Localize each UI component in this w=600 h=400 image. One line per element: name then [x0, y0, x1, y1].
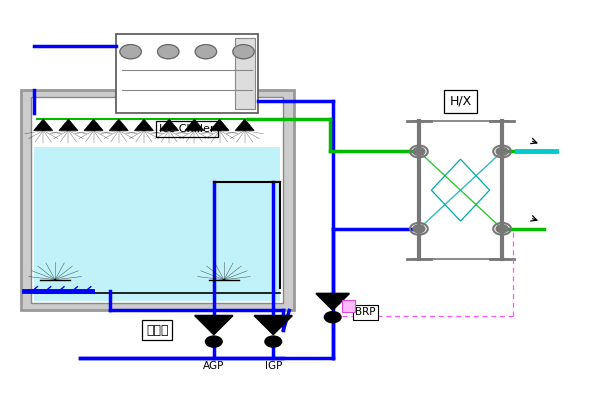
- Circle shape: [158, 44, 179, 59]
- Circle shape: [120, 44, 141, 59]
- Circle shape: [205, 336, 222, 347]
- Text: AGP: AGP: [203, 361, 224, 371]
- Circle shape: [195, 44, 217, 59]
- Polygon shape: [185, 119, 204, 130]
- Bar: [20, 90, 294, 310]
- Text: BRP: BRP: [355, 308, 376, 318]
- Bar: [341, 300, 355, 312]
- Polygon shape: [134, 119, 154, 130]
- Text: IGP: IGP: [265, 361, 282, 371]
- Bar: [31, 97, 283, 303]
- Polygon shape: [235, 119, 254, 130]
- Text: Ice Chiller: Ice Chiller: [160, 124, 215, 134]
- Circle shape: [496, 148, 508, 156]
- Text: 축열조: 축열조: [146, 324, 169, 337]
- Polygon shape: [160, 119, 179, 130]
- Circle shape: [325, 312, 341, 323]
- Circle shape: [496, 225, 508, 233]
- Bar: [116, 34, 259, 113]
- Polygon shape: [316, 294, 349, 310]
- Circle shape: [413, 225, 425, 233]
- Bar: [235, 38, 256, 109]
- Polygon shape: [195, 316, 233, 334]
- Polygon shape: [84, 119, 103, 130]
- Bar: [34, 147, 280, 301]
- Circle shape: [233, 44, 254, 59]
- Polygon shape: [210, 119, 229, 130]
- Text: H/X: H/X: [449, 95, 472, 108]
- Polygon shape: [109, 119, 128, 130]
- Circle shape: [265, 336, 281, 347]
- Circle shape: [413, 148, 425, 156]
- Polygon shape: [59, 119, 78, 130]
- Polygon shape: [254, 316, 292, 334]
- Polygon shape: [34, 119, 53, 130]
